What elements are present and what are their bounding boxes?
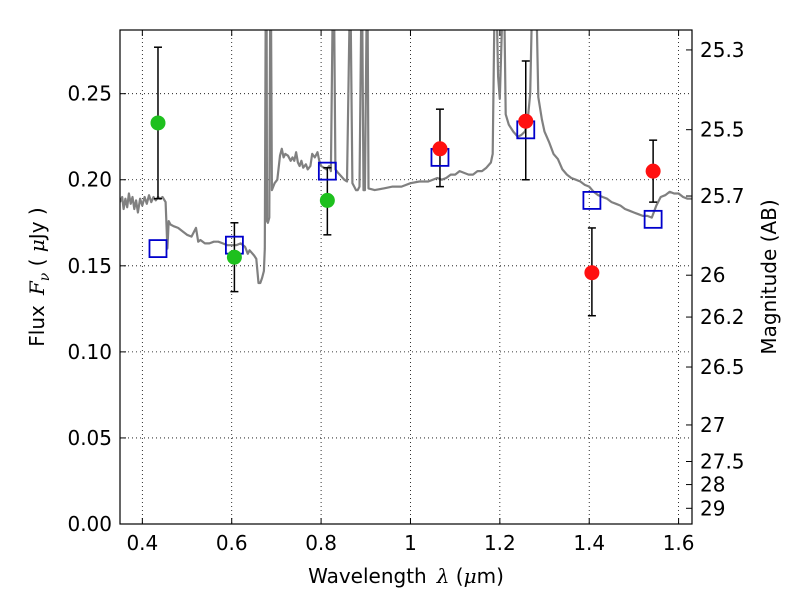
x-tick-label: 1.4 bbox=[573, 531, 605, 555]
observed-point-marker bbox=[150, 115, 166, 131]
y-axis-ticks: 0.00 0.05 0.10 0.15 0.20 0.25 bbox=[67, 82, 126, 536]
y-tick-label: 0.00 bbox=[67, 512, 112, 536]
observed-point-marker bbox=[432, 141, 448, 157]
y2-tick-label: 28 bbox=[700, 473, 725, 497]
y2-tick-label: 25.3 bbox=[700, 38, 745, 62]
model-point-marker bbox=[643, 209, 663, 229]
plot-frame bbox=[119, 29, 693, 525]
observed-point-marker bbox=[319, 192, 335, 208]
model-spectrum bbox=[120, 30, 692, 285]
model-spectrum-line bbox=[120, 30, 692, 285]
x-tick-label: 1 bbox=[404, 531, 417, 555]
y2-tick-label: 25.5 bbox=[700, 118, 745, 142]
grid bbox=[120, 30, 692, 525]
data-markers bbox=[148, 113, 663, 281]
y2-tick-label: 26 bbox=[700, 263, 725, 287]
y2-tick-label: 26.2 bbox=[700, 305, 745, 329]
y2-tick-label: 29 bbox=[700, 496, 725, 520]
y-tick-label: 0.10 bbox=[67, 340, 112, 364]
y-tick-label: 0.25 bbox=[67, 82, 112, 106]
model-point-marker bbox=[148, 239, 168, 258]
y2-tick-label: 26.5 bbox=[700, 355, 745, 379]
y2-tick-label: 27 bbox=[700, 413, 725, 437]
x-axis-ticks: 0.4 0.6 0.8 1 1.2 1.4 1.6 bbox=[126, 30, 695, 555]
y2-tick-label: 25.7 bbox=[700, 184, 745, 208]
y-tick-label: 0.05 bbox=[67, 426, 112, 450]
y-tick-label: 0.20 bbox=[67, 168, 112, 192]
y-axis-label: FluxFν ( μJy ) bbox=[25, 207, 53, 346]
x-tick-label: 0.4 bbox=[126, 531, 158, 555]
observed-point-marker bbox=[518, 113, 534, 129]
model-point-marker bbox=[582, 191, 602, 210]
y-tick-label: 0.15 bbox=[67, 254, 112, 278]
x-tick-label: 1.2 bbox=[484, 531, 516, 555]
y2-axis-label: Magnitude (AB) bbox=[757, 199, 781, 354]
observed-point-marker bbox=[584, 265, 600, 281]
x-tick-label: 0.6 bbox=[216, 531, 248, 555]
x-tick-label: 0.8 bbox=[305, 531, 337, 555]
observed-point-marker bbox=[226, 249, 242, 265]
model-point-marker bbox=[317, 161, 337, 181]
x-tick-label: 1.6 bbox=[663, 531, 695, 555]
observed-point-marker bbox=[645, 163, 661, 179]
y2-tick-label: 27.5 bbox=[700, 450, 745, 474]
x-axis-label: Wavelength λ (μm) bbox=[308, 564, 504, 588]
